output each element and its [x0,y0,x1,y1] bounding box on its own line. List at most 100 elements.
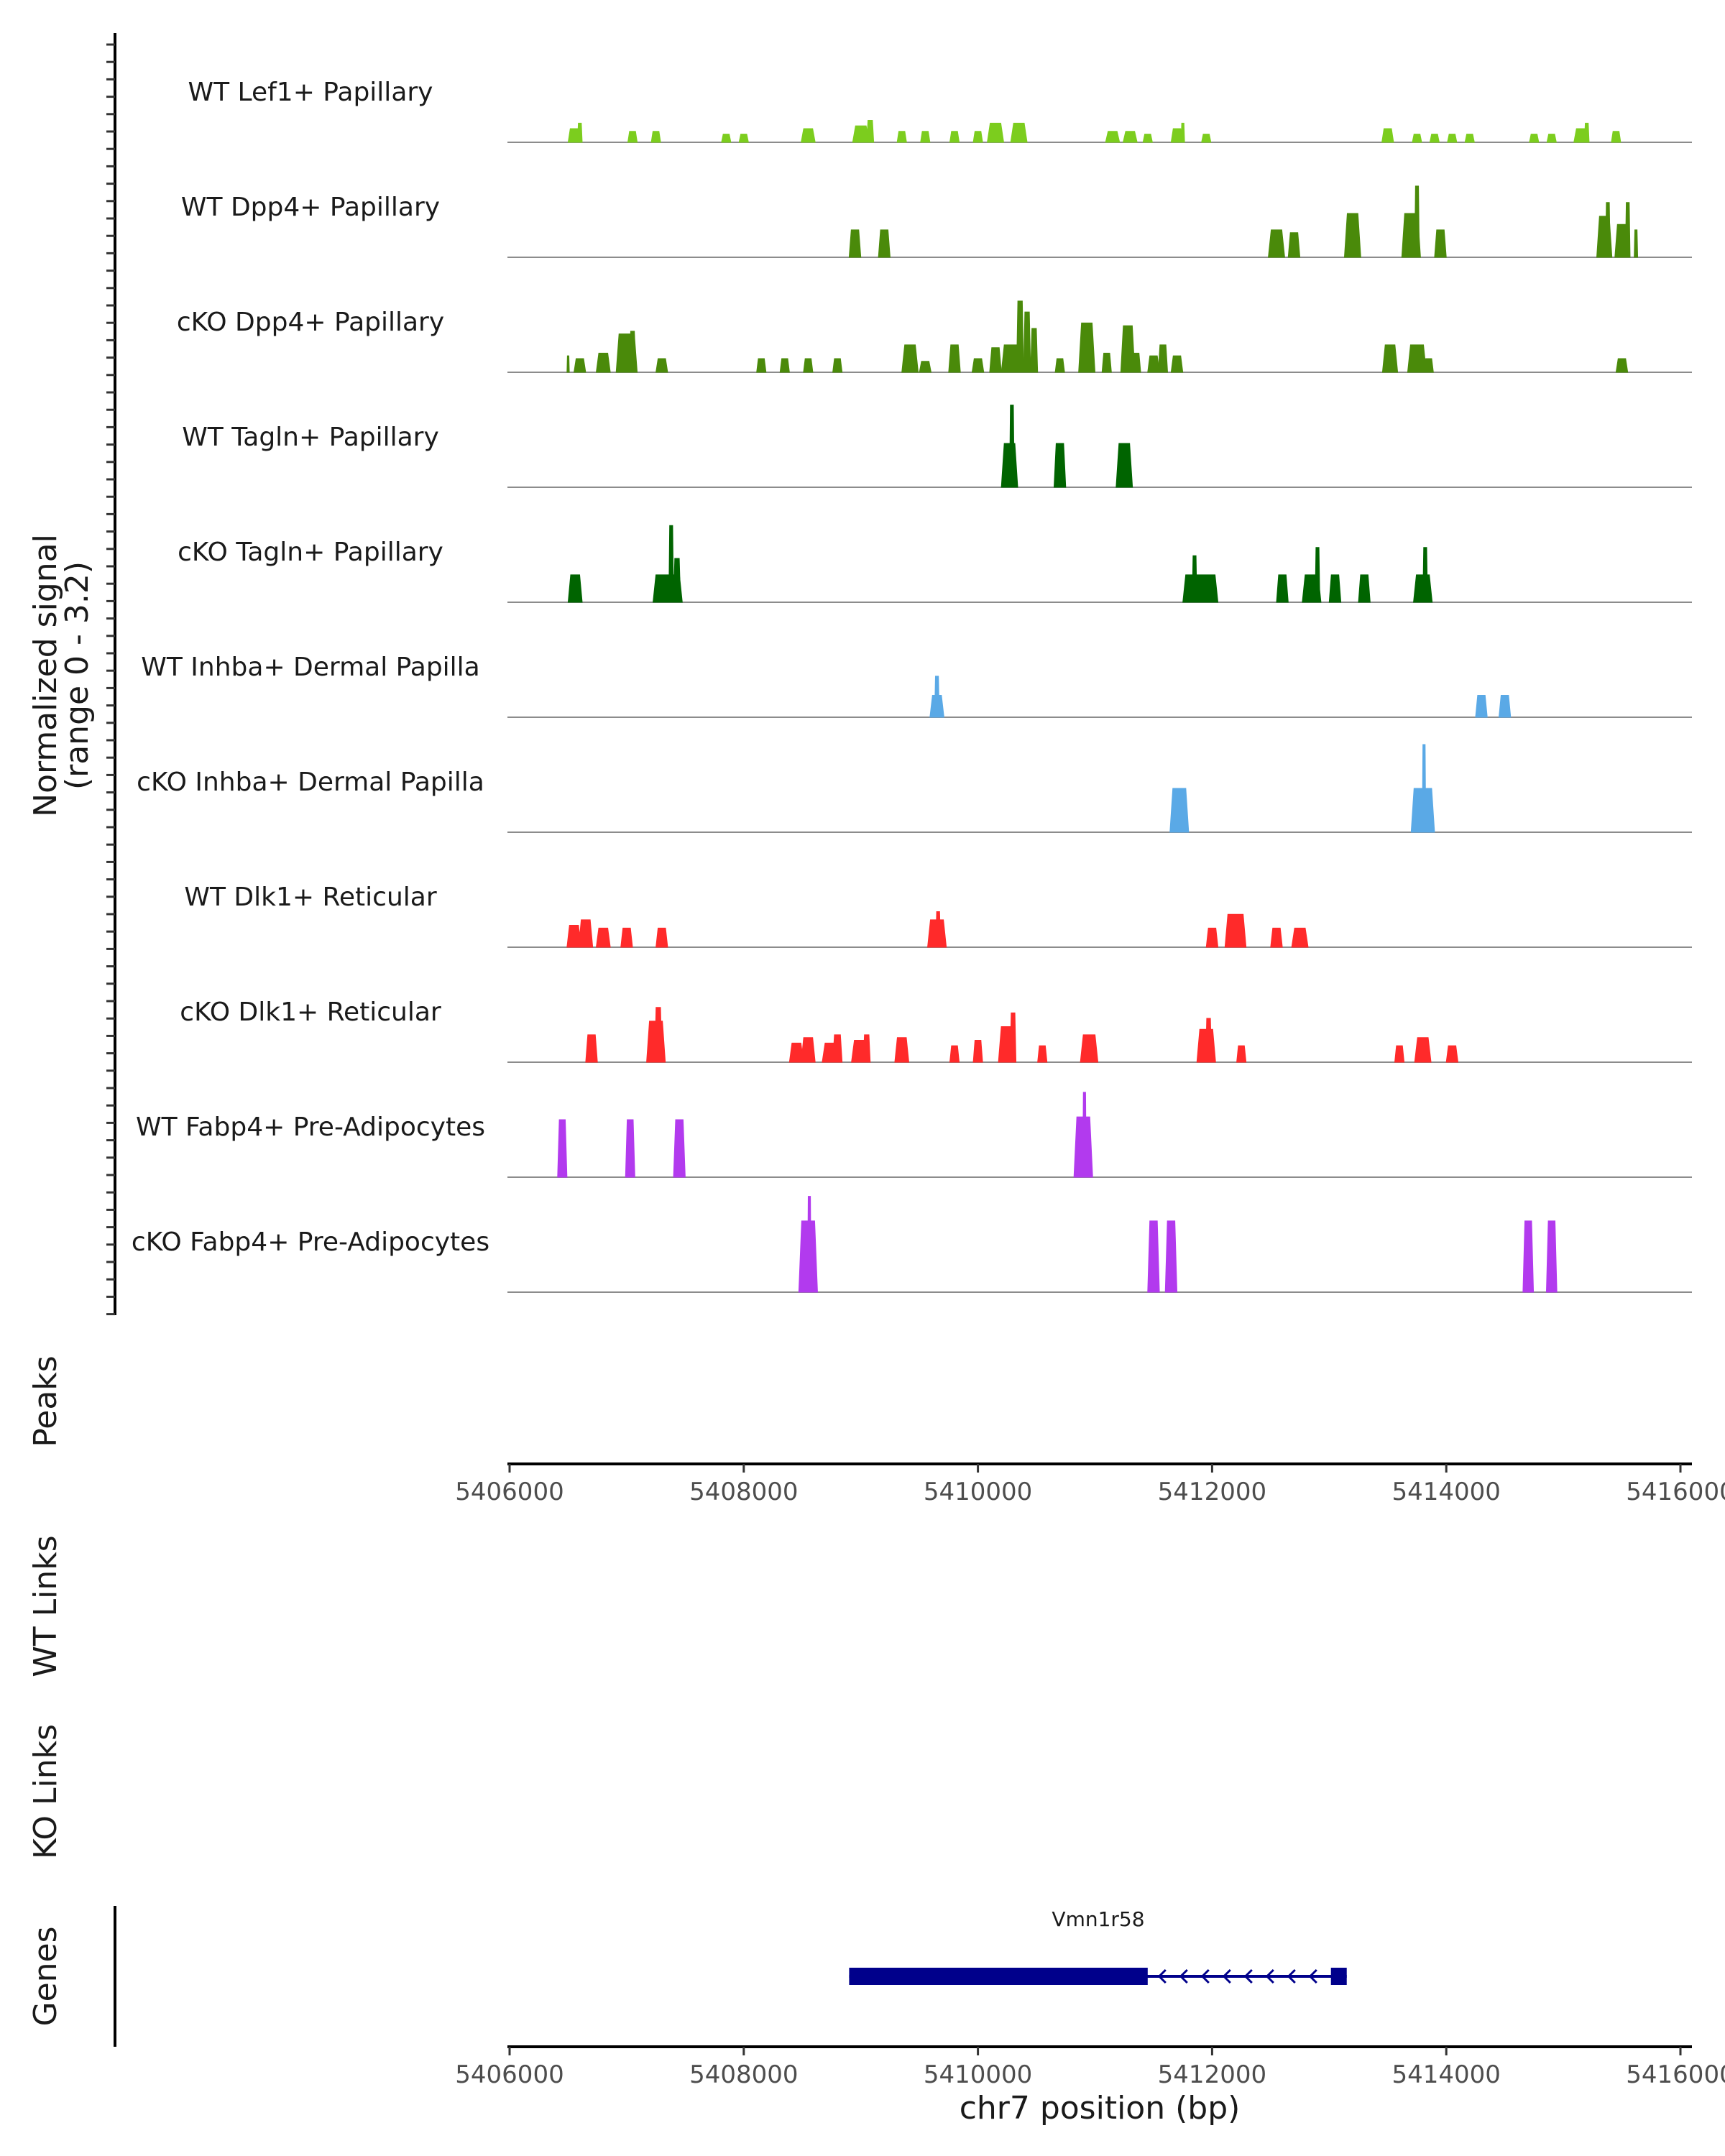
coverage-peak [862,1034,871,1063]
coverage-peak [832,1034,843,1063]
coverage-peak [848,229,862,258]
coverage-peak [595,352,611,373]
coverage-peak [832,358,843,373]
coverage-peak [989,347,1002,373]
track-label: WT Tagln+ Papillary [182,423,439,452]
coverage-peak [972,1040,983,1063]
coverage-peak [1205,1018,1213,1063]
peaks-panel-label: Peaks [27,1355,64,1447]
coverage-peak [1080,1034,1099,1063]
coverage-peak [948,344,961,373]
coverage-peak [1236,1045,1247,1063]
coverage-peak [1016,300,1024,373]
coverage-peak [1445,1045,1459,1063]
coverage-tracks: WT Lef1+ Papillary WT Dpp4+ Papillary cKO … [132,78,1692,1293]
coverage-peak [1224,913,1247,948]
x-tick-label: 5408000 [689,2060,798,2089]
strand-arrow [1157,1968,1167,1984]
coverage-peak [1414,1037,1432,1063]
coverage-peak [578,919,594,948]
coverage-peak [567,128,581,143]
coverage-peak [595,927,611,948]
coverage-peak [673,558,681,603]
coverage-peak [1434,229,1447,258]
coverage-peak [566,355,570,373]
coverage-peak [1276,574,1289,603]
coverage-peak [878,229,891,258]
coverage-peak [1270,927,1283,948]
coverage-peak [650,131,661,143]
coverage-peak [1634,229,1639,258]
strand-arrow [1200,1968,1210,1984]
x-axis-title: chr7 position (bp) [960,2090,1241,2127]
coverage-peak [1205,927,1219,948]
coverage-peak [673,1119,686,1178]
track-label: WT Fabp4+ Pre-Adipocytes [136,1112,485,1142]
track-3: cKO Dpp4+ Papillary [177,300,1692,373]
coverage-peak [1498,695,1512,718]
coverage-peak [1037,1045,1048,1063]
coverage-peak [620,927,633,948]
coverage-peak [627,131,638,143]
coverage-peak [1169,788,1190,833]
x-tick-label: 5416000 [1626,2060,1725,2089]
coverage-peak [894,1037,910,1063]
coverage-peak [1529,134,1540,143]
coverage-peak [1407,344,1427,373]
coverage-peak [1122,131,1138,143]
coverage-peak [1105,131,1121,143]
coverage-peak [896,131,907,143]
coverage-peak [1147,355,1160,373]
coverage-peak [1192,555,1197,603]
coverage-peak [852,125,870,143]
x-axis-genes: 5406000 5408000 5410000 5412000 5414000 54160… [455,2045,1725,2089]
coverage-peak [1182,574,1219,603]
coverage-peak [625,1119,635,1178]
x-axis-peaks: 5406000 5408000 5410000 5412000 5414000 54160… [455,1462,1725,1506]
coverage-peak [949,1045,960,1063]
track-label: cKO Dlk1+ Reticular [180,998,441,1027]
coverage-peak [585,1034,598,1063]
coverage-peak [971,358,985,373]
coverage-peak [721,134,732,143]
coverage-peak [1605,202,1611,258]
coverage-peak [1010,122,1028,143]
coverage-peak [1315,547,1320,603]
genes-panel-label: Genes [27,1926,64,2026]
coverage-peak [1201,134,1212,143]
track-2: WT Dpp4+ Papillary [181,185,1692,258]
x-tick-label: 5414000 [1392,1478,1500,1506]
coverage-peak [1009,1012,1017,1063]
coverage-peak [1142,134,1153,143]
track-label: cKO Dpp4+ Papillary [177,308,444,337]
track-1: WT Lef1+ Papillary [188,78,1692,143]
coverage-peak [566,925,581,948]
coverage-peak [756,358,767,373]
x-tick-label: 5406000 [455,1478,564,1506]
coverage-peak [779,358,790,373]
strand-arrow [1287,1968,1296,1984]
track-label: WT Dpp4+ Papillary [181,193,440,222]
coverage-peak [801,1037,816,1063]
wt-links-panel-label: WT Links [27,1535,64,1677]
x-tick-label: 5410000 [924,1478,1032,1506]
coverage-peak [1343,213,1361,258]
coverage-peak [1101,352,1112,373]
coverage-peak [1164,1220,1178,1293]
coverage-peak [1546,134,1557,143]
coverage-peak [803,358,814,373]
coverage-peak [1358,574,1371,603]
coverage-peak [1381,128,1394,143]
coverage-peak [1291,927,1309,948]
track-label: WT Dlk1+ Reticular [184,883,436,912]
x-tick-label: 5416000 [1626,1478,1725,1506]
coverage-peak [1116,443,1133,488]
strand-arrow [1265,1968,1274,1984]
strand-arrow [1179,1968,1188,1984]
track-9: cKO Dlk1+ Reticular [180,998,1692,1063]
gene-name-label: Vmn1r58 [1052,1907,1144,1931]
coverage-peak [656,358,668,373]
track-label: cKO Tagln+ Papillary [178,538,443,567]
track-10: WT Fabp4+ Pre-Adipocytes [136,1092,1692,1178]
coverage-peak [807,1196,811,1293]
